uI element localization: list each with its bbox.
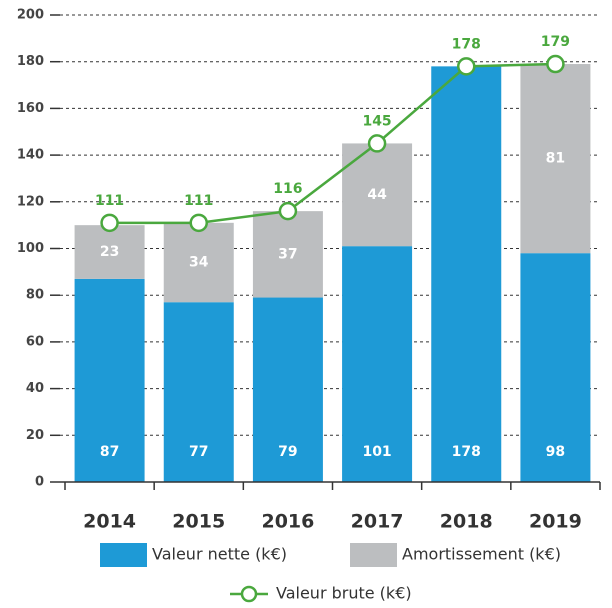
line-point bbox=[278, 201, 298, 221]
legend-swatch bbox=[100, 543, 147, 567]
value-label: 98 bbox=[546, 444, 565, 460]
value-label: 23 bbox=[100, 244, 119, 260]
line-point bbox=[457, 57, 476, 76]
x-tick-label: 2017 bbox=[351, 511, 404, 533]
bar bbox=[163, 302, 234, 482]
y-tick-label: 0 bbox=[35, 475, 44, 490]
line-label: 116 bbox=[273, 181, 302, 197]
line-label: 111 bbox=[95, 193, 124, 209]
bar bbox=[520, 253, 591, 482]
line-label: 145 bbox=[362, 113, 391, 129]
bar bbox=[342, 246, 413, 482]
y-tick-label: 60 bbox=[26, 334, 44, 349]
y-tick-label: 100 bbox=[17, 241, 44, 256]
value-label: 101 bbox=[362, 444, 391, 460]
x-tick-label: 2019 bbox=[529, 511, 582, 533]
line-point bbox=[367, 134, 387, 153]
legend-marker bbox=[240, 585, 258, 603]
value-label: 77 bbox=[189, 444, 208, 460]
line-point bbox=[546, 54, 565, 74]
y-tick-label: 140 bbox=[17, 148, 44, 163]
bar bbox=[163, 222, 234, 303]
line-label: 111 bbox=[184, 193, 213, 209]
legend-label: Amortissement (k€) bbox=[402, 545, 561, 564]
legend-label: Valeur brute (k€) bbox=[276, 584, 412, 603]
value-label: 79 bbox=[278, 444, 297, 460]
value-label: 178 bbox=[452, 444, 481, 460]
line-point bbox=[100, 213, 119, 233]
legend-label: Valeur nette (k€) bbox=[152, 545, 287, 564]
x-tick-label: 2015 bbox=[172, 511, 225, 533]
bar bbox=[252, 297, 323, 482]
line-label: 179 bbox=[541, 34, 570, 50]
value-label: 44 bbox=[367, 187, 387, 203]
x-tick-label: 2016 bbox=[261, 511, 314, 533]
value-label: 34 bbox=[189, 255, 209, 271]
y-tick-label: 20 bbox=[26, 428, 44, 443]
line bbox=[109, 62, 556, 225]
y-tick-label: 40 bbox=[26, 381, 44, 396]
bar bbox=[74, 225, 145, 279]
x-tick-label: 2014 bbox=[83, 511, 136, 533]
x-tick-label: 2018 bbox=[440, 511, 493, 533]
bar bbox=[431, 66, 502, 483]
value-label: 87 bbox=[100, 444, 119, 460]
bar bbox=[252, 211, 323, 298]
bar bbox=[74, 278, 145, 482]
value-label: 81 bbox=[546, 151, 565, 167]
y-tick-label: 80 bbox=[26, 288, 44, 303]
bar bbox=[520, 64, 591, 254]
legend-swatch bbox=[350, 543, 397, 567]
y-tick-label: 160 bbox=[17, 101, 44, 116]
y-tick-label: 120 bbox=[17, 194, 44, 209]
line-label: 178 bbox=[452, 36, 481, 52]
y-tick-label: 200 bbox=[17, 8, 44, 23]
value-label: 37 bbox=[278, 246, 297, 262]
line-point bbox=[189, 213, 208, 233]
y-tick-label: 180 bbox=[17, 54, 44, 69]
